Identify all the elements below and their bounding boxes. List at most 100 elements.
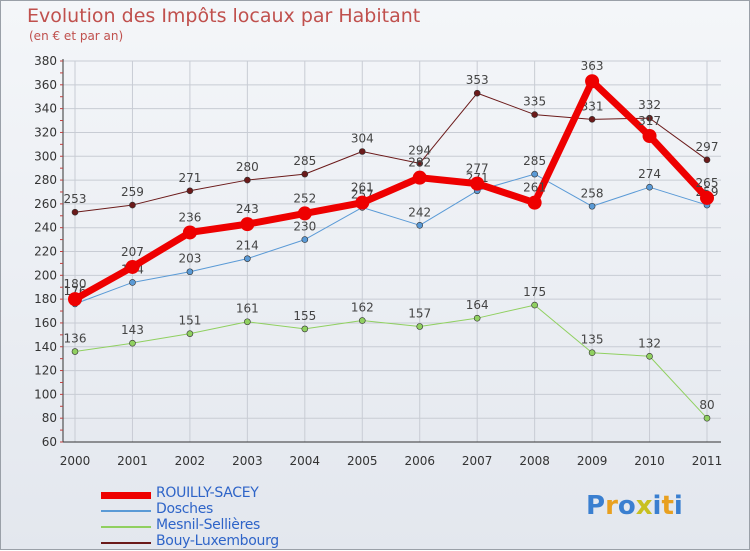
y-tick-label: 280 (34, 173, 57, 187)
logo-letter: t (661, 491, 674, 521)
data-label-bouy-luxembourg: 259 (121, 185, 144, 199)
logo-letter: i (673, 491, 683, 521)
data-point-mesnil-selli-res (531, 301, 538, 309)
y-tick-label: 60 (42, 435, 57, 449)
data-label-dosches: 258 (581, 186, 604, 200)
data-label-bouy-luxembourg: 304 (351, 131, 374, 145)
data-point-rouilly-sacey (527, 195, 542, 210)
data-label-mesnil-selli-res: 157 (408, 307, 431, 321)
y-tick-label: 160 (34, 316, 57, 330)
legend-label: Dosches (156, 501, 214, 517)
data-label-rouilly-sacey: 265 (696, 176, 719, 190)
data-label-rouilly-sacey: 261 (523, 181, 546, 195)
data-point-dosches (244, 255, 251, 262)
x-tick-label: 2004 (290, 454, 321, 468)
y-tick-label: 100 (34, 387, 57, 401)
data-point-mesnil-selli-res (416, 323, 424, 330)
data-label-bouy-luxembourg: 253 (64, 192, 87, 206)
data-point-dosches (301, 236, 309, 243)
series-line-rouilly-sacey (71, 77, 711, 303)
data-point-bouy-luxembourg (358, 148, 366, 155)
data-label-mesnil-selli-res: 151 (178, 314, 201, 328)
y-tick-label: 220 (34, 245, 57, 259)
x-tick-label: 2009 (577, 454, 608, 468)
data-label-mesnil-selli-res: 161 (236, 302, 259, 316)
legend-swatch (101, 526, 151, 528)
data-label-bouy-luxembourg: 353 (466, 73, 489, 87)
data-point-bouy-luxembourg (703, 156, 711, 164)
data-point-rouilly-sacey (125, 259, 140, 274)
data-point-rouilly-sacey (585, 74, 600, 89)
y-tick-label: 300 (34, 149, 57, 163)
data-point-bouy-luxembourg (244, 176, 251, 184)
data-label-dosches: 274 (638, 167, 661, 181)
data-label-rouilly-sacey: 180 (64, 277, 87, 291)
data-label-rouilly-sacey: 207 (121, 245, 144, 259)
legend-label: ROUILLY-SACEY (156, 485, 259, 501)
y-tick-label: 360 (34, 78, 57, 92)
data-point-mesnil-selli-res (301, 325, 309, 333)
data-point-mesnil-selli-res (646, 352, 653, 360)
x-tick-label: 2000 (60, 454, 91, 468)
series-line-mesnil-selli-res (74, 304, 708, 419)
data-label-mesnil-selli-res: 162 (351, 301, 374, 315)
data-label-bouy-luxembourg: 280 (236, 160, 259, 174)
y-tick-label: 140 (34, 340, 57, 354)
data-label-mesnil-selli-res: 164 (466, 298, 489, 312)
data-point-bouy-luxembourg (473, 89, 481, 97)
data-label-mesnil-selli-res: 132 (638, 336, 661, 350)
logo-letter: x (635, 491, 653, 521)
legend-swatch (101, 542, 151, 544)
logo-letter: i (652, 491, 662, 521)
data-point-bouy-luxembourg (646, 114, 653, 122)
x-tick-label: 2003 (232, 454, 263, 468)
data-point-mesnil-selli-res (358, 317, 366, 324)
data-label-mesnil-selli-res: 155 (293, 309, 316, 323)
data-point-dosches (129, 279, 136, 286)
data-point-mesnil-selli-res (129, 339, 136, 347)
y-tick-label: 260 (34, 197, 57, 211)
data-point-rouilly-sacey (182, 225, 197, 240)
y-tick-label: 320 (34, 125, 57, 139)
legend-label: Bouy-Luxembourg (156, 533, 279, 549)
data-label-rouilly-sacey: 243 (236, 202, 259, 216)
data-point-bouy-luxembourg (416, 160, 424, 167)
series-line-dosches (74, 173, 708, 305)
data-label-bouy-luxembourg: 271 (178, 171, 201, 185)
data-point-bouy-luxembourg (301, 170, 309, 178)
data-label-mesnil-selli-res: 143 (121, 323, 144, 337)
data-point-rouilly-sacey (642, 129, 657, 144)
data-point-rouilly-sacey (412, 170, 427, 185)
data-point-rouilly-sacey (297, 206, 312, 221)
y-tick-label: 340 (34, 102, 57, 116)
data-label-bouy-luxembourg: 297 (696, 140, 719, 154)
y-tick-label: 380 (34, 54, 57, 68)
data-label-rouilly-sacey: 261 (351, 181, 374, 195)
data-point-mesnil-selli-res (244, 318, 251, 326)
data-point-dosches (186, 268, 194, 276)
x-tick-label: 2007 (462, 454, 493, 468)
legend-swatch (101, 491, 151, 499)
data-label-dosches: 285 (523, 154, 546, 168)
proxiti-logo: Proxiti (586, 491, 683, 521)
data-point-mesnil-selli-res (703, 414, 711, 422)
data-label-rouilly-sacey: 282 (408, 156, 431, 170)
x-tick-label: 2001 (117, 454, 148, 468)
data-point-bouy-luxembourg (531, 111, 538, 118)
data-label-dosches: 203 (178, 252, 201, 266)
data-point-dosches (588, 202, 596, 210)
data-point-rouilly-sacey (240, 217, 255, 232)
data-label-dosches: 230 (293, 220, 316, 234)
data-point-dosches (646, 183, 653, 191)
y-tick-label: 200 (34, 268, 57, 282)
legend-swatch (101, 510, 151, 512)
data-point-bouy-luxembourg (186, 187, 194, 195)
logo-letter: o (617, 491, 636, 521)
data-label-bouy-luxembourg: 285 (293, 154, 316, 168)
data-label-dosches: 242 (408, 205, 431, 219)
chart-subtitle: (en € et par an) (29, 29, 124, 43)
y-tick-label: 80 (42, 411, 57, 425)
data-point-rouilly-sacey (68, 292, 82, 307)
